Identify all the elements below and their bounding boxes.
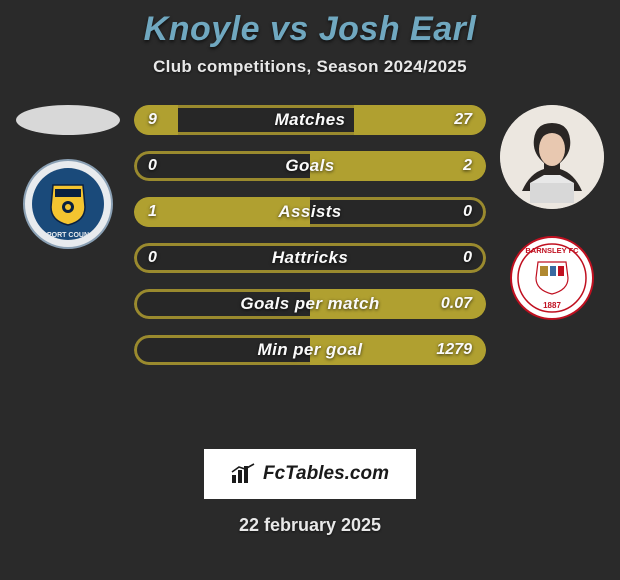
- club-crest-right: BARNSLEY FC 1887: [507, 233, 597, 323]
- stat-bar-fill-right: [310, 289, 486, 319]
- stat-bars: 927Matches 02Goals 10Assists 00Hattricks 0.0…: [134, 105, 486, 365]
- stat-row: 10Assists: [134, 197, 486, 227]
- infographic-root: Knoyle vs Josh Earl Club competitions, S…: [0, 0, 620, 536]
- stat-row: 1279Min per goal: [134, 335, 486, 365]
- page-subtitle: Club competitions, Season 2024/2025: [0, 57, 620, 77]
- stat-bar-fill-right: [310, 151, 486, 181]
- player-left-silhouette: [16, 105, 120, 135]
- club-year: 1887: [543, 301, 561, 310]
- content-area: PORT COUN: [0, 105, 620, 425]
- svg-text:PORT COUN: PORT COUN: [47, 232, 89, 239]
- club-crest-left: PORT COUN: [23, 159, 113, 249]
- stat-bar-fill-right: [310, 335, 486, 365]
- stat-bar-fill-right: [354, 105, 486, 135]
- stat-bar-fill-left: [134, 197, 310, 227]
- svg-text:BARNSLEY FC: BARNSLEY FC: [525, 246, 579, 255]
- left-player-column: PORT COUN: [8, 105, 128, 249]
- date-text: 22 february 2025: [0, 515, 620, 536]
- stat-row: 00Hattricks: [134, 243, 486, 273]
- stat-bar-outline: [134, 243, 486, 273]
- player-right-photo: [500, 105, 604, 209]
- right-player-column: BARNSLEY FC 1887: [492, 105, 612, 323]
- stat-bar-fill-left: [134, 105, 178, 135]
- page-title: Knoyle vs Josh Earl: [0, 10, 620, 49]
- stat-row: 0.07Goals per match: [134, 289, 486, 319]
- site-logo: FcTables.com: [204, 449, 416, 499]
- chart-bars-icon: [231, 463, 257, 485]
- stat-row: 02Goals: [134, 151, 486, 181]
- site-logo-text: FcTables.com: [263, 463, 389, 485]
- stat-row: 927Matches: [134, 105, 486, 135]
